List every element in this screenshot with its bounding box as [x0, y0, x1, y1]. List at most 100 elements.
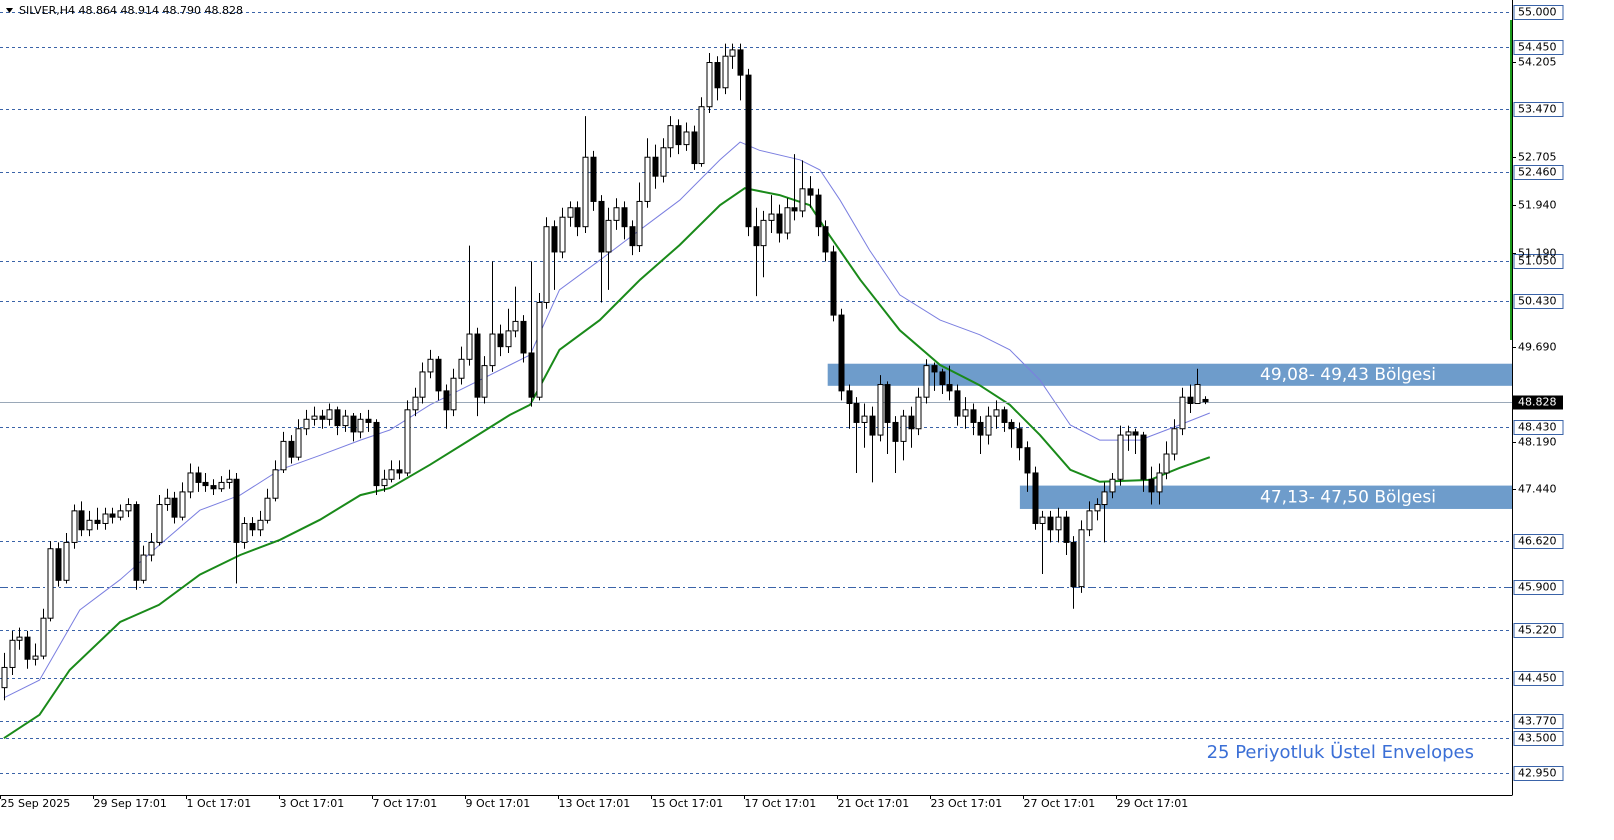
candle-body — [140, 554, 147, 581]
candle-body — [388, 469, 395, 480]
candle-body — [373, 421, 380, 487]
candle-body — [954, 390, 961, 417]
candle-body — [567, 207, 574, 218]
level-label-box — [1513, 766, 1564, 781]
x-tick-label: 29 Sep 17:01 — [94, 797, 167, 810]
candle-body — [396, 469, 403, 474]
candle-body — [342, 415, 349, 427]
candle-body — [512, 320, 519, 332]
level-label-box — [1513, 40, 1564, 55]
candle-body — [71, 510, 78, 543]
candle-body — [1016, 428, 1023, 449]
candle-body — [853, 402, 860, 423]
candle-body — [590, 156, 597, 202]
candle-body — [884, 384, 891, 423]
level-label: 42.950 — [1518, 767, 1557, 780]
envelope-line — [3, 187, 1211, 740]
candle-body — [613, 207, 620, 221]
candle-body — [179, 491, 186, 518]
candle-body — [559, 216, 566, 253]
candle-body — [784, 207, 791, 234]
plot-area: 49,08- 49,43 Bölgesi 47,13- 47,50 Bölgesi — [0, 12, 1512, 774]
candle-body — [241, 522, 248, 543]
candle-body — [195, 472, 202, 483]
candle-body — [985, 415, 992, 436]
candle-body — [210, 485, 217, 490]
candle-body — [1101, 491, 1108, 506]
candle-body — [745, 74, 752, 228]
candle-body — [280, 440, 287, 471]
candle-body — [466, 333, 473, 360]
x-tick-label: 1 Oct 17:01 — [187, 797, 252, 810]
candle-body — [171, 497, 178, 518]
candle-body — [303, 418, 310, 430]
candle-body — [1086, 510, 1093, 531]
menu-triangle[interactable] — [6, 8, 13, 13]
level-label: 43.770 — [1518, 715, 1557, 728]
x-tick-label: 21 Oct 17:01 — [838, 797, 910, 810]
level-label-box — [1513, 623, 1564, 638]
candle-body — [319, 415, 326, 420]
level-label-box — [1513, 165, 1564, 180]
candle-body — [497, 333, 504, 348]
candle-body — [117, 510, 124, 518]
candle-body — [9, 639, 16, 668]
level-label-box — [1513, 5, 1564, 20]
level-label-box — [1513, 671, 1564, 686]
level-label: 52.460 — [1518, 166, 1557, 179]
candle-body — [78, 510, 85, 531]
x-tick-label: 29 Oct 17:01 — [1117, 797, 1189, 810]
candle-body — [311, 415, 318, 420]
candle-body — [365, 418, 372, 423]
candle-body — [133, 504, 140, 581]
candle-body — [1125, 431, 1132, 436]
candle-body — [737, 49, 744, 76]
zone-label: 47,13- 47,50 Bölgesi — [1260, 487, 1436, 507]
x-tick-label: 7 Oct 17:01 — [373, 797, 438, 810]
candle-body — [55, 548, 62, 581]
candle-body — [636, 200, 643, 247]
candle-body — [799, 188, 806, 212]
candle-body — [249, 522, 256, 531]
candle-body — [869, 415, 876, 436]
candle-body — [481, 365, 488, 398]
candle-body — [729, 49, 736, 57]
candle-body — [357, 418, 364, 433]
candle-body — [125, 504, 132, 512]
candle-body — [1163, 453, 1170, 474]
level-label: 53.470 — [1518, 103, 1557, 116]
level-label: 54.450 — [1518, 41, 1557, 54]
candle-body — [605, 219, 612, 253]
candle-body — [543, 226, 550, 303]
candle-body — [815, 194, 822, 228]
candle-body — [1094, 504, 1101, 512]
zone-label: 49,08- 49,43 Bölgesi — [1260, 365, 1436, 385]
candle-body — [435, 358, 442, 392]
candle-body — [706, 62, 713, 108]
y-tick-label: 51.190 — [1518, 247, 1557, 260]
zone — [827, 363, 1512, 386]
candle-body — [993, 409, 1000, 417]
candle-body — [528, 352, 535, 398]
candle-body — [32, 655, 39, 660]
level-label: 50.430 — [1518, 295, 1557, 308]
x-tick-label: 23 Oct 17:01 — [931, 797, 1003, 810]
candle-body — [962, 409, 969, 417]
candle-body — [109, 513, 116, 518]
candle-body — [47, 548, 54, 619]
candle-body — [40, 617, 47, 657]
candle-body — [226, 478, 233, 483]
candle-body — [807, 188, 814, 196]
candle-body — [908, 415, 915, 430]
y-tick-label: 54.205 — [1518, 56, 1557, 69]
candle-body — [1117, 434, 1124, 480]
candle-body — [443, 390, 450, 411]
candle-body — [264, 497, 271, 521]
candle-body — [94, 519, 101, 524]
candle-body — [977, 421, 984, 436]
x-tick-label: 9 Oct 17:01 — [466, 797, 531, 810]
candle-body — [1148, 478, 1155, 493]
